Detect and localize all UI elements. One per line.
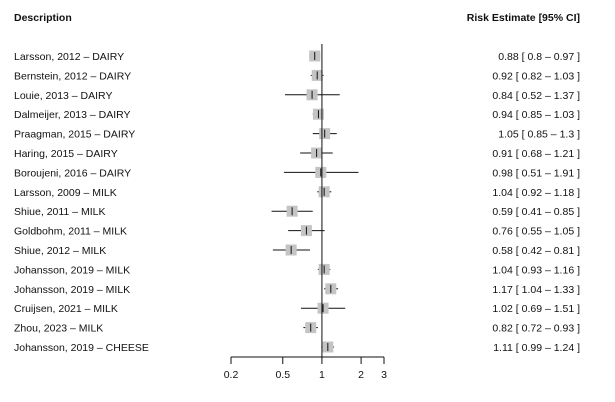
study-ci-text: 0.58 [ 0.42 – 0.81 ] <box>492 245 580 257</box>
study-ci-text: 0.98 [ 0.51 – 1.91 ] <box>492 167 580 179</box>
study-ci-text: 1.04 [ 0.92 – 1.18 ] <box>492 187 580 199</box>
study-label: Praagman, 2015 – DAIRY <box>14 129 135 141</box>
study-ci-text: 0.59 [ 0.41 – 0.85 ] <box>492 206 580 218</box>
study-label: Shiue, 2011 – MILK <box>14 206 105 218</box>
study-label: Goldbohm, 2011 – MILK <box>14 226 127 238</box>
study-label: Boroujeni, 2016 – DAIRY <box>14 167 131 179</box>
x-tick-label: 0.5 <box>275 369 290 381</box>
study-label: Larsson, 2012 – DAIRY <box>14 51 124 63</box>
study-label: Zhou, 2023 – MILK <box>14 323 103 335</box>
study-label: Haring, 2015 – DAIRY <box>14 148 118 160</box>
study-ci-text: 0.91 [ 0.68 – 1.21 ] <box>492 148 580 160</box>
study-ci-text: 0.76 [ 0.55 – 1.05 ] <box>492 226 580 238</box>
study-ci-text: 0.82 [ 0.72 – 0.93 ] <box>492 323 580 335</box>
risk-estimate-header: Risk Estimate [95% CI] <box>467 12 580 24</box>
study-ci-text: 1.17 [ 1.04 – 1.33 ] <box>492 284 580 296</box>
study-label: Cruijsen, 2021 – MILK <box>14 303 118 315</box>
study-label: Johansson, 2019 – CHEESE <box>14 342 149 354</box>
study-label: Dalmeijer, 2013 – DAIRY <box>14 109 131 121</box>
study-label: Johansson, 2019 – MILK <box>14 284 130 296</box>
study-label: Larsson, 2009 – MILK <box>14 187 117 199</box>
study-label: Bernstein, 2012 – DAIRY <box>14 70 131 82</box>
study-ci-text: 0.88 [ 0.8 – 0.97 ] <box>498 51 580 63</box>
x-tick-label: 0.2 <box>224 369 239 381</box>
study-ci-text: 0.94 [ 0.85 – 1.03 ] <box>492 109 580 121</box>
study-ci-text: 0.92 [ 0.82 – 1.03 ] <box>492 70 580 82</box>
study-ci-text: 1.05 [ 0.85 – 1.3 ] <box>498 129 580 141</box>
x-tick-label: 3 <box>381 369 387 381</box>
study-ci-text: 1.11 [ 0.99 – 1.24 ] <box>493 342 580 354</box>
study-rows: Larsson, 2012 – DAIRY 0.88 [ 0.8 – 0.97 ]… <box>14 50 580 354</box>
study-label: Johansson, 2019 – MILK <box>14 264 130 276</box>
study-ci-text: 0.84 [ 0.52 – 1.37 ] <box>492 90 580 102</box>
study-ci-text: 1.02 [ 0.69 – 1.51 ] <box>492 303 580 315</box>
study-ci-text: 1.04 [ 0.93 – 1.16 ] <box>492 264 580 276</box>
x-tick-label: 2 <box>358 369 364 381</box>
study-label: Shiue, 2012 – MILK <box>14 245 106 257</box>
x-axis: 0.2 0.5 1 2 3 <box>224 44 387 381</box>
x-tick-label: 1 <box>319 369 325 381</box>
study-label: Louie, 2013 – DAIRY <box>14 90 112 102</box>
description-header: Description <box>14 12 72 24</box>
